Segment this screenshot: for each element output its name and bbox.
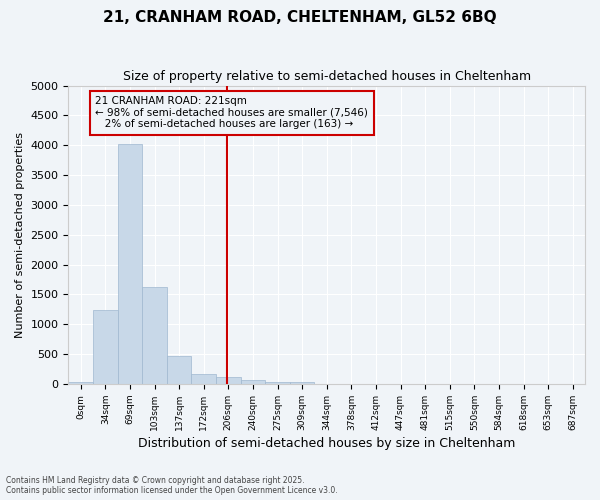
Bar [142,288,167,384]
Bar [241,380,265,384]
Bar [167,356,191,384]
Text: Contains HM Land Registry data © Crown copyright and database right 2025.
Contai: Contains HM Land Registry data © Crown c… [6,476,338,495]
Bar [290,382,314,384]
Y-axis label: Number of semi-detached properties: Number of semi-detached properties [15,132,25,338]
Bar [68,382,93,384]
Bar [191,374,216,384]
Bar [118,144,142,384]
Title: Size of property relative to semi-detached houses in Cheltenham: Size of property relative to semi-detach… [122,70,531,83]
Text: 21, CRANHAM ROAD, CHELTENHAM, GL52 6BQ: 21, CRANHAM ROAD, CHELTENHAM, GL52 6BQ [103,10,497,25]
Bar [93,310,118,384]
Bar [216,378,241,384]
Text: 21 CRANHAM ROAD: 221sqm
← 98% of semi-detached houses are smaller (7,546)
   2% : 21 CRANHAM ROAD: 221sqm ← 98% of semi-de… [95,96,368,130]
X-axis label: Distribution of semi-detached houses by size in Cheltenham: Distribution of semi-detached houses by … [138,437,515,450]
Bar [265,382,290,384]
